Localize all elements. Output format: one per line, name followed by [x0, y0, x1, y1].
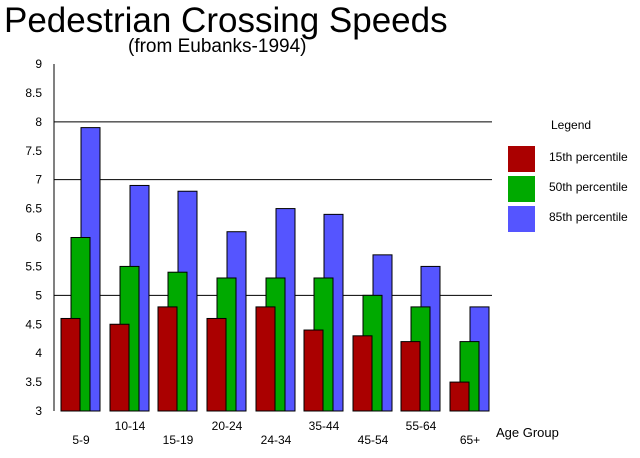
x-tick-label: 5-9 — [72, 433, 90, 447]
legend-label: 85th percentile — [549, 210, 628, 224]
y-tick-label: 8 — [35, 115, 42, 129]
bar-15th-10-14 — [109, 323, 130, 412]
x-tick-label: 55-64 — [406, 419, 437, 433]
y-tick-label: 3 — [35, 404, 42, 418]
bars — [60, 127, 490, 412]
legend-swatch-50th — [508, 176, 535, 202]
x-tick-label: 15-19 — [163, 433, 194, 447]
y-tick-label: 5 — [35, 288, 42, 302]
y-tick-label: 8.5 — [25, 86, 42, 100]
bar-15th-65+ — [449, 381, 470, 412]
y-tick-label: 3.5 — [25, 375, 42, 389]
chart-title: Pedestrian Crossing Speeds — [4, 1, 448, 40]
bar-15th-5-9 — [60, 317, 81, 412]
bar-15th-55-64 — [400, 341, 421, 412]
y-tick-label: 5.5 — [25, 259, 42, 273]
y-tick-label: 4 — [35, 346, 42, 360]
legend-label: 50th percentile — [549, 180, 628, 194]
x-axis-ticks: 5-9 10-14 15-19 20-24 24-34 35-44 45-54 55-64 65… — [72, 419, 480, 447]
x-tick-label: 65+ — [460, 433, 480, 447]
legend: 15th percentile 50th percentile 85th perce… — [508, 146, 628, 232]
bar-15th-35-44 — [303, 329, 324, 412]
bar-15th-45-54 — [352, 335, 373, 412]
x-tick-label: 45-54 — [358, 433, 389, 447]
legend-swatch-15th — [508, 146, 535, 172]
legend-title: Legend — [551, 118, 591, 132]
bar-15th-15-19 — [157, 306, 178, 412]
bar-15th-24-34 — [255, 306, 276, 412]
x-tick-label: 24-34 — [261, 433, 292, 447]
bar-15th-20-24 — [206, 317, 227, 412]
y-tick-label: 6 — [35, 231, 42, 245]
x-tick-label: 20-24 — [212, 419, 243, 433]
y-tick-label: 6.5 — [25, 202, 42, 216]
y-tick-label: 7 — [35, 173, 42, 187]
legend-label: 15th percentile — [549, 150, 628, 164]
y-tick-label: 4.5 — [25, 317, 42, 331]
x-tick-label: 10-14 — [115, 419, 146, 433]
chart-subtitle: (from Eubanks-1994) — [128, 36, 306, 57]
y-axis-ticks: 3 3.5 4 4.5 5 5.5 6 6.5 7 7.5 8 8.5 9 — [25, 57, 42, 418]
legend-swatch-85th — [508, 206, 535, 232]
y-tick-label: 7.5 — [25, 144, 42, 158]
y-tick-label: 9 — [35, 57, 42, 71]
x-tick-label: 35-44 — [309, 419, 340, 433]
x-axis-label: Age Group — [496, 425, 559, 440]
